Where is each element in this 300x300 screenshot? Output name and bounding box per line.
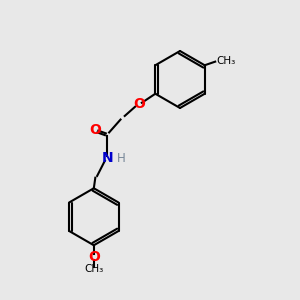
Text: N: N <box>101 151 113 165</box>
Text: H: H <box>116 152 125 165</box>
Text: CH₃: CH₃ <box>217 56 236 66</box>
Text: O: O <box>133 97 145 111</box>
Text: CH₃: CH₃ <box>84 264 104 274</box>
Text: O: O <box>88 250 100 264</box>
Text: O: O <box>89 123 101 137</box>
